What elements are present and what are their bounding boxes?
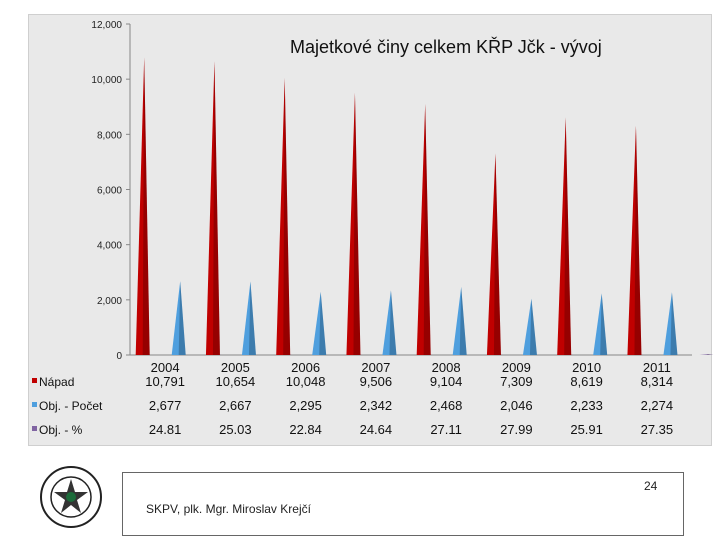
bar-shade-0 (283, 77, 291, 356)
bar-shade-0 (423, 103, 431, 355)
police-badge-icon (40, 466, 102, 528)
bar-shade-0 (493, 153, 501, 355)
data-label: 10,048 (286, 374, 326, 389)
bar-shade-1 (529, 298, 537, 355)
bar-0 (135, 57, 150, 355)
bar-1 (452, 286, 467, 355)
y-tick-label: 12,000 (91, 20, 122, 31)
page-number: 24 (644, 479, 658, 493)
data-label: 22.84 (289, 422, 322, 437)
legend-entry: Obj. - % (39, 423, 83, 437)
legend-swatch (32, 426, 37, 431)
data-label: 2,046 (500, 398, 533, 413)
bar-shade-1 (670, 292, 678, 355)
bar-shade-0 (564, 117, 572, 355)
category-label: 2011 (643, 360, 671, 375)
bar-1 (171, 281, 186, 355)
bar-1 (382, 290, 397, 355)
y-tick-label: 0 (116, 351, 122, 362)
legend-entry: Obj. - Počet (39, 399, 103, 413)
legend-swatch (32, 378, 37, 383)
bar-shade-1 (319, 291, 327, 355)
category-label: 2006 (291, 360, 320, 375)
data-label: 2,667 (219, 398, 252, 413)
bar-0 (416, 103, 431, 355)
bar-0 (486, 153, 501, 355)
data-label: 27.35 (641, 422, 674, 437)
bar-1 (241, 281, 256, 355)
bar-shade-1 (459, 286, 467, 355)
data-label: 10,654 (215, 374, 255, 389)
legend-entry: Nápad (39, 375, 74, 389)
y-tick-label: 6,000 (97, 186, 122, 197)
data-label: 2,677 (149, 398, 182, 413)
y-tick-label: 4,000 (97, 241, 122, 252)
bar-1 (312, 291, 327, 355)
y-tick-label: 2,000 (97, 296, 122, 307)
bar-0 (276, 77, 291, 356)
category-label: 2010 (572, 360, 601, 375)
data-label: 2,233 (570, 398, 603, 413)
data-label: 8,619 (570, 374, 603, 389)
bar-1 (522, 298, 537, 355)
footer-box (122, 472, 684, 536)
data-label: 2,468 (430, 398, 463, 413)
data-label: 9,506 (360, 374, 393, 389)
data-label: 25.91 (570, 422, 603, 437)
bar-2 (699, 354, 714, 355)
category-label: 2005 (221, 360, 250, 375)
data-label: 9,104 (430, 374, 463, 389)
bar-0 (627, 125, 642, 355)
bar-shade-1 (248, 281, 256, 355)
bar-shade-1 (178, 281, 186, 355)
data-label: 8,314 (641, 374, 674, 389)
data-label: 10,791 (145, 374, 185, 389)
y-tick-label: 10,000 (91, 75, 122, 86)
data-label: 2,295 (289, 398, 322, 413)
bar-shade-1 (389, 290, 397, 355)
bar-1 (663, 292, 678, 355)
bar-0 (205, 61, 220, 355)
data-label: 24.64 (360, 422, 393, 437)
data-label: 25.03 (219, 422, 252, 437)
bar-0 (557, 117, 572, 355)
data-label: 7,309 (500, 374, 533, 389)
data-label: 2,342 (360, 398, 393, 413)
data-label: 27.11 (430, 422, 462, 437)
category-label: 2009 (502, 360, 531, 375)
chart-title: Majetkové činy celkem KŘP Jčk - vývoj (290, 37, 602, 57)
category-label: 2004 (151, 360, 180, 375)
bar-shade-2 (706, 354, 714, 355)
bar-shade-0 (212, 61, 220, 355)
bar-shade-0 (634, 125, 642, 355)
y-tick-label: 8,000 (97, 130, 122, 141)
data-label: 27.99 (500, 422, 533, 437)
bar-shade-1 (600, 293, 608, 355)
bar-shade-0 (142, 57, 150, 355)
data-label: 2,274 (641, 398, 674, 413)
bar-1 (593, 293, 608, 355)
author-credit: SKPV, plk. Mgr. Miroslav Krejčí (146, 502, 311, 516)
category-label: 2007 (361, 360, 390, 375)
bar-shade-0 (353, 92, 361, 355)
data-label: 24.81 (149, 422, 182, 437)
category-label: 2008 (432, 360, 461, 375)
legend-swatch (32, 402, 37, 407)
bar-0 (346, 92, 361, 355)
